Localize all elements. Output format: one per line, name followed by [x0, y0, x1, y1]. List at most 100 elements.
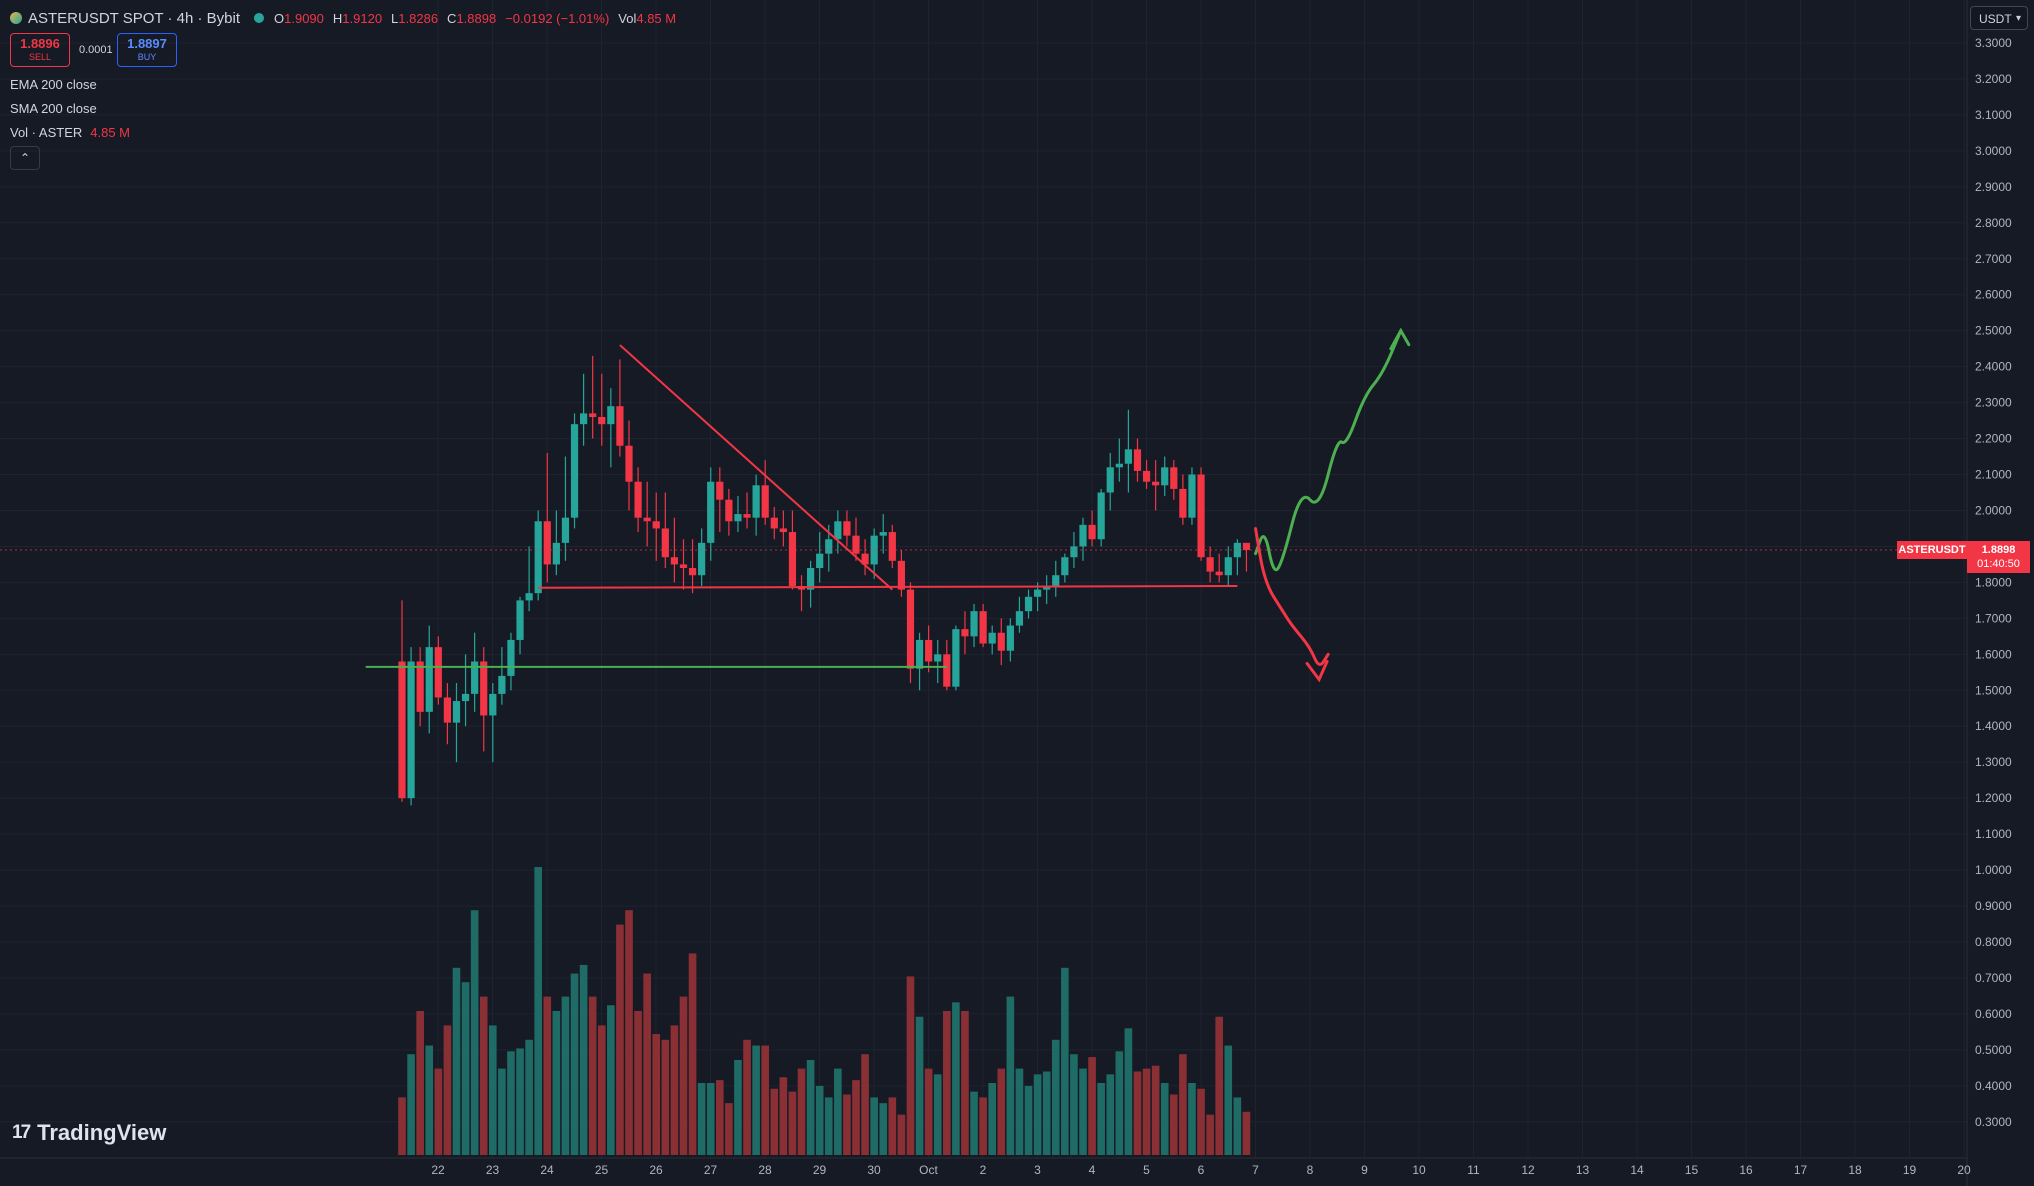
candle-body — [1197, 474, 1205, 558]
time-tick-label: 6 — [1198, 1163, 1205, 1177]
buy-button[interactable]: 1.8897 BUY — [117, 33, 177, 67]
volume-bar — [716, 1080, 724, 1155]
volume-bar — [407, 1054, 415, 1155]
open-value: 1.9090 — [284, 10, 324, 26]
volume-bar — [1206, 1114, 1214, 1155]
candle-body — [416, 661, 424, 712]
candle-body — [643, 517, 651, 522]
volume-bar — [1170, 1094, 1178, 1155]
price-tick-label: 0.6000 — [1975, 1007, 2012, 1021]
volume-bar — [761, 1045, 769, 1155]
candle-body — [443, 697, 451, 723]
bearish-projection-arrow[interactable] — [1254, 526, 1330, 666]
time-tick-label: 14 — [1630, 1163, 1644, 1177]
candle-body — [607, 406, 615, 425]
volume-bar — [924, 1068, 933, 1155]
last-price-value: 1.8898 — [1981, 544, 2016, 556]
candle-body — [543, 521, 551, 565]
candle-body — [970, 611, 978, 637]
price-tick-label: 1.0000 — [1975, 863, 2012, 877]
candle-body — [988, 632, 996, 644]
candle-body — [480, 661, 488, 716]
price-axis[interactable]: 3.3000 3.2000 3.1000 3.0000 2.9000 2.8000 2.70… — [1966, 0, 2012, 1186]
volume-bar — [434, 1068, 443, 1155]
symbol-price-tag: ASTERUSDT — [1897, 541, 1967, 559]
price-tick-label: 1.7000 — [1975, 611, 2012, 625]
chart-grid — [0, 0, 1967, 1158]
candle-body — [598, 416, 606, 425]
candle-body — [1088, 524, 1096, 540]
candle-body — [1188, 474, 1196, 518]
time-tick-label: 16 — [1739, 1163, 1753, 1177]
drawings[interactable] — [365, 327, 1411, 683]
candle-body — [661, 528, 669, 558]
chevron-down-icon: ▾ — [2015, 13, 2021, 24]
symbol-title[interactable]: ASTERUSDT SPOT · 4h · Bybit — [28, 9, 240, 27]
candle-body — [1152, 481, 1160, 486]
price-tick-label: 2.3000 — [1975, 396, 2012, 410]
price-tick-label: 1.8000 — [1975, 575, 2012, 589]
bearish-arrowhead-icon — [1305, 659, 1329, 683]
volume-bar — [543, 996, 552, 1155]
buy-price: 1.8897 — [127, 36, 167, 51]
bullish-projection-arrow[interactable] — [1254, 329, 1403, 572]
candle-body — [1133, 449, 1142, 471]
volume-bar — [1015, 1068, 1024, 1155]
volume-bar — [1106, 1074, 1115, 1155]
candle-body — [979, 611, 987, 644]
volume-bar — [843, 1094, 851, 1155]
sma-indicator-legend[interactable]: SMA 200 close — [10, 101, 97, 116]
open-label: O — [274, 10, 285, 26]
collapse-legend-button[interactable]: ⌃ — [10, 146, 40, 170]
time-axis[interactable]: 22 23 24 25 26 27 28 29 30 Oct 2 3 4 5 6 7 8 9 10 11 12 13 14 1… — [0, 1157, 1971, 1177]
sell-button[interactable]: 1.8896 SELL — [10, 33, 70, 67]
volume-bar — [861, 1054, 869, 1155]
descending-trendline[interactable] — [619, 344, 893, 591]
volume-bar — [888, 1097, 897, 1155]
candle-body — [906, 589, 915, 669]
time-tick-label: 12 — [1521, 1163, 1535, 1177]
time-tick-label: 2 — [980, 1163, 987, 1177]
candle-body — [961, 629, 969, 637]
candle-body — [779, 528, 787, 533]
market-open-status-icon — [254, 13, 264, 23]
time-tick-label: 15 — [1685, 1163, 1699, 1177]
candle-body — [580, 413, 588, 425]
candle-body — [1242, 542, 1251, 551]
currency-select[interactable]: USDT ▾ — [1970, 6, 2028, 30]
volume-bar — [1024, 1085, 1033, 1155]
candle-body — [943, 654, 951, 687]
price-tick-label: 0.3000 — [1975, 1115, 2012, 1129]
time-tick-label: 17 — [1794, 1163, 1808, 1177]
volume-bar — [943, 1011, 951, 1155]
candle-body — [897, 560, 905, 590]
volume-bar — [489, 1025, 497, 1155]
ema-indicator-legend[interactable]: EMA 200 close — [10, 77, 97, 92]
candle-body — [1161, 467, 1169, 486]
candle-body — [570, 424, 579, 518]
symbol-legend[interactable]: ASTERUSDT SPOT · 4h · Bybit O 1.9090 H 1.9… — [10, 7, 685, 29]
volume-indicator-value: 4.85 M — [90, 125, 130, 140]
brand-name: TradingView — [37, 1120, 167, 1145]
candle-body — [1106, 467, 1114, 493]
candle-body — [670, 557, 678, 565]
volume-bar — [988, 1083, 996, 1155]
resistance-line[interactable] — [538, 584, 1238, 589]
candle-body — [870, 535, 878, 565]
candle-body — [1061, 557, 1069, 576]
volume-bar — [1033, 1074, 1042, 1155]
volume-indicator-legend[interactable]: Vol · ASTER 4.85 M — [10, 125, 130, 140]
candle-body — [471, 661, 479, 694]
volume-bar — [897, 1114, 906, 1155]
change-value: −0.0192 (−1.01%) — [505, 10, 610, 26]
candle-body — [725, 499, 733, 522]
candle-body — [716, 481, 724, 500]
price-tick-label: 2.5000 — [1975, 324, 2012, 338]
candle-body — [1079, 524, 1087, 547]
time-tick-label: 9 — [1361, 1163, 1368, 1177]
tradingview-logo[interactable]: 17 TradingView — [12, 1120, 166, 1146]
high-label: H — [332, 10, 343, 26]
volume-bar — [1160, 1083, 1169, 1155]
volume-bar — [797, 1068, 806, 1155]
